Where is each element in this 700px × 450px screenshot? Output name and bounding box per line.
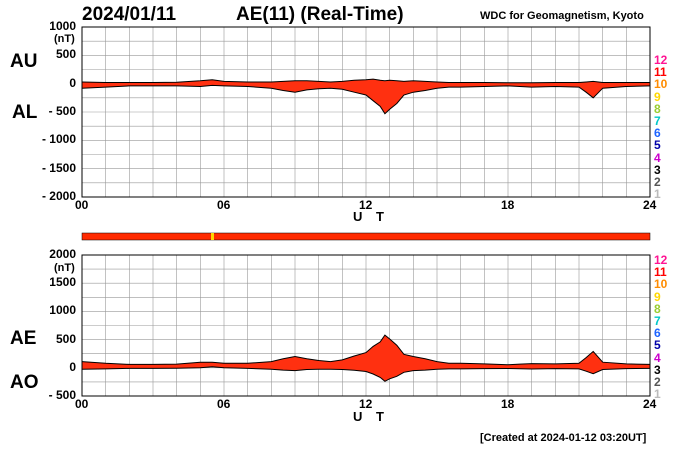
al-line [81, 84, 651, 115]
station-coverage-bar [81, 232, 651, 241]
legend-item: 11 [654, 65, 667, 80]
ae-label: AE [10, 328, 37, 349]
station-coverage-mark [211, 233, 214, 240]
legend-item: 1 [654, 387, 661, 402]
y-tick-label: 500 [55, 47, 76, 62]
y-tick-label: 1500 [49, 275, 76, 290]
legend-item: 2 [654, 175, 661, 190]
legend-item: 6 [654, 326, 661, 341]
created-timestamp: [Created at 2024-01-12 03:20UT] [480, 432, 647, 444]
source-label: WDC for Geomagnetism, Kyoto [480, 10, 644, 22]
legend-item: 6 [654, 126, 661, 141]
legend-item: 7 [654, 114, 661, 129]
al-label: AL [12, 102, 38, 123]
y-tick-label: - 1500 [41, 160, 76, 175]
ae-line [81, 334, 651, 366]
legend-item: 12 [654, 53, 668, 67]
legend-item: 9 [654, 289, 661, 304]
legend-item: 5 [654, 338, 661, 353]
legend-item: 1 [654, 187, 661, 202]
x-tick-label: 12 [359, 198, 373, 212]
legend-item: 11 [654, 265, 667, 280]
station-count-legend-top: 12 11 10 9 8 7 6 5 4 3 2 1 [654, 53, 668, 202]
x-tick-label: 00 [75, 198, 89, 212]
bottom-unit-label: (nT) [54, 262, 75, 274]
legend-item: 10 [654, 277, 668, 292]
station-count-legend-bottom: 12 11 10 9 8 7 6 5 4 3 2 1 [654, 253, 668, 402]
plot-frame [81, 254, 651, 397]
y-tick-label: 0 [69, 359, 76, 374]
legend-item: 5 [654, 138, 661, 153]
legend-item: 3 [654, 162, 661, 177]
legend-item: 4 [654, 350, 661, 365]
y-tick-label: 1000 [49, 19, 76, 33]
top-unit-label: (nT) [54, 33, 75, 45]
legend-item: 4 [654, 150, 661, 165]
legend-item: 8 [654, 301, 661, 316]
plot-frame [81, 26, 651, 198]
y-tick-label: 0 [69, 75, 76, 90]
legend-item: 12 [654, 253, 668, 267]
y-tick-label: - 2000 [41, 189, 76, 203]
legend-item: 10 [654, 77, 668, 92]
x-tick-label: 24 [643, 198, 657, 212]
legend-item: 7 [654, 314, 661, 329]
x-tick-label: 24 [643, 397, 657, 411]
x-tick-label: 12 [359, 397, 373, 411]
legend-item: 9 [654, 89, 661, 104]
legend-item: 3 [654, 362, 661, 377]
x-tick-label: 06 [217, 397, 231, 411]
top-x-axis-label: U T [353, 209, 389, 224]
x-tick-label: 00 [75, 397, 89, 411]
ao-label: AO [10, 372, 39, 393]
legend-item: 8 [654, 101, 661, 116]
ae-ao-area [82, 335, 650, 382]
au-line [81, 78, 650, 84]
bottom-x-axis-label: U T [353, 409, 389, 424]
y-tick-label: - 500 [48, 104, 76, 118]
ao-line [81, 366, 651, 382]
y-tick-label: 2000 [49, 247, 76, 261]
au-label: AU [10, 51, 38, 72]
chart-title: AE(11) (Real-Time) [236, 4, 404, 25]
y-tick-label: - 1000 [41, 132, 76, 147]
legend-item: 2 [654, 375, 661, 390]
chart-date: 2024/01/11 [82, 4, 177, 25]
y-tick-label: - 500 [48, 388, 76, 402]
x-tick-label: 18 [501, 397, 515, 411]
x-tick-label: 06 [217, 198, 231, 212]
y-tick-label: 500 [55, 331, 76, 346]
x-tick-label: 18 [501, 198, 515, 212]
y-tick-label: 1000 [49, 303, 76, 318]
